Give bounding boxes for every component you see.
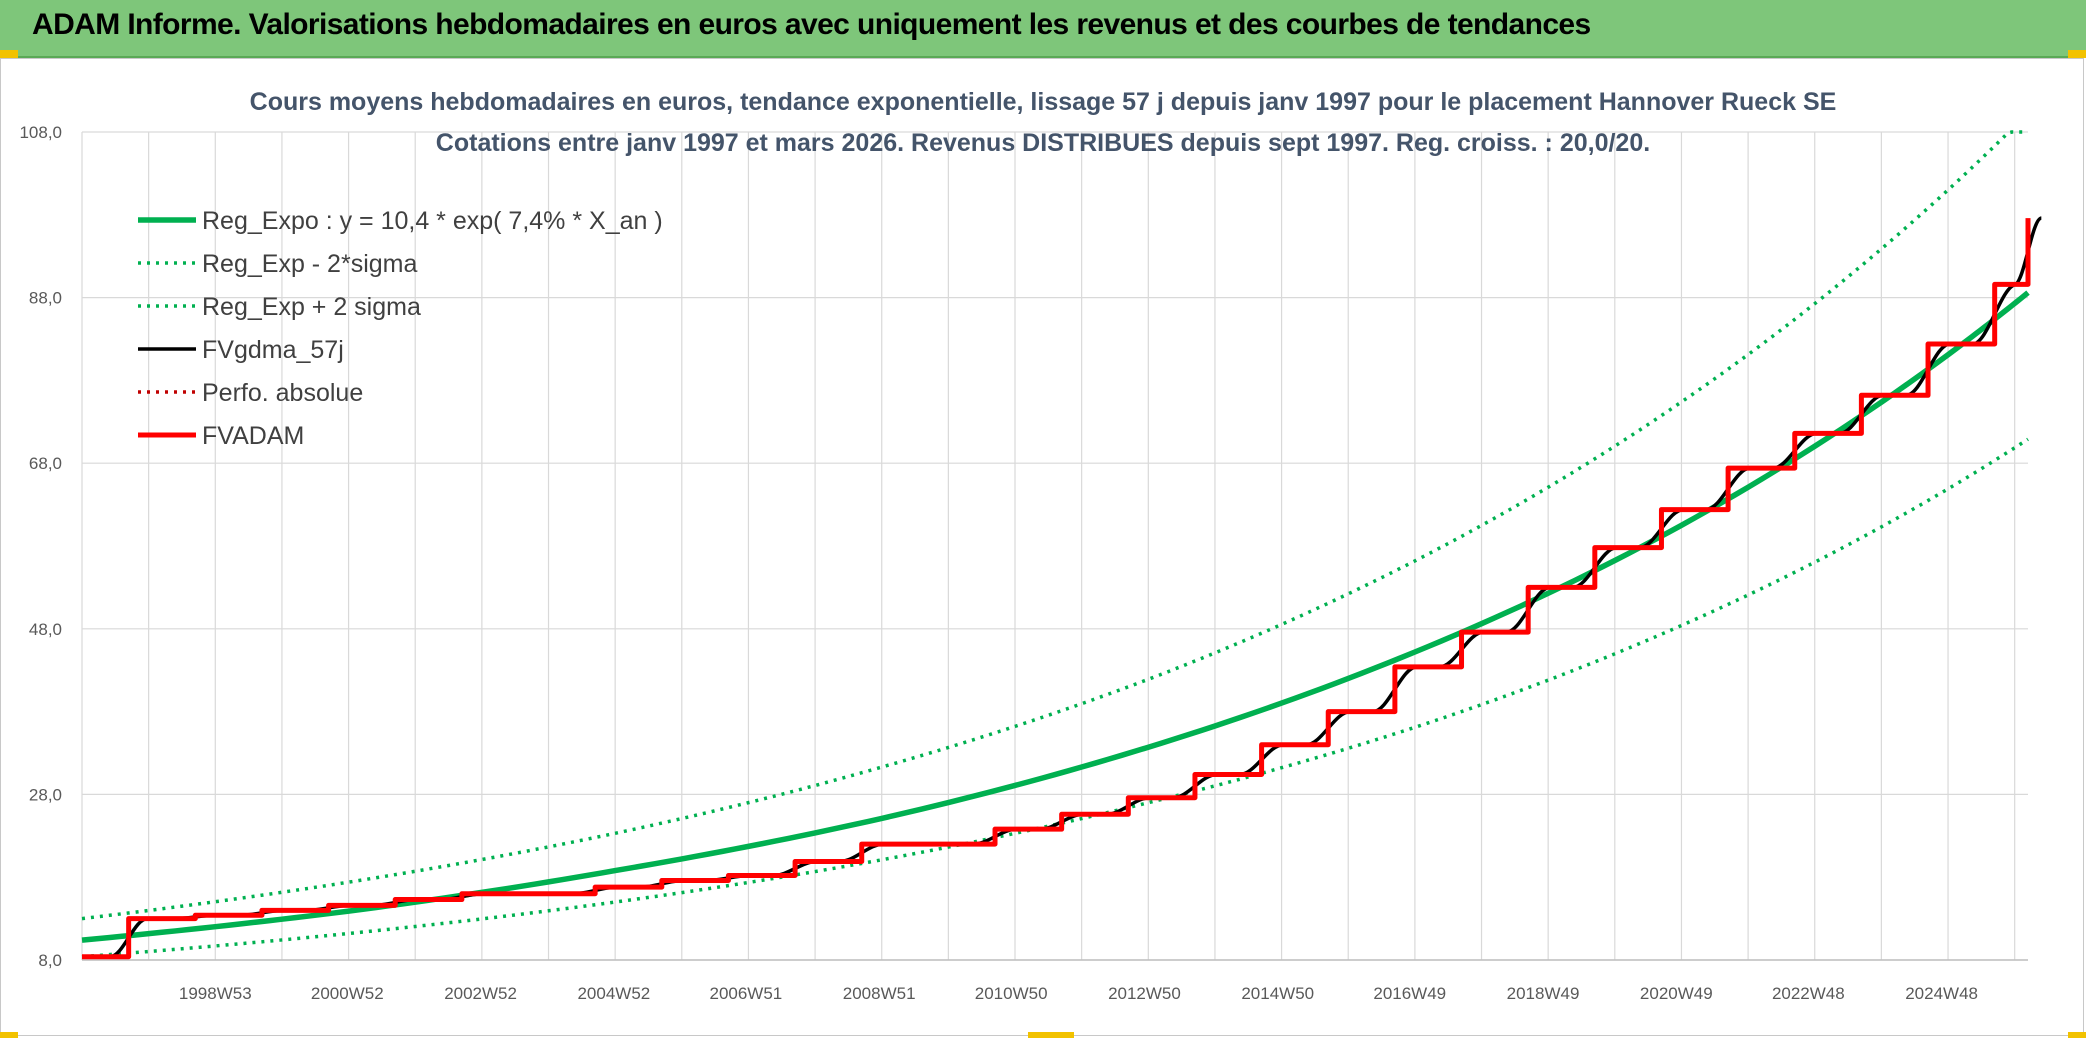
- series-line: [82, 216, 2043, 959]
- chart-title: Cours moyens hebdomadaires en euros, ten…: [250, 88, 1837, 116]
- x-tick-label: 2004W52: [577, 984, 650, 1003]
- y-tick-label: 108,0: [19, 123, 62, 142]
- legend-label: FVADAM: [202, 422, 304, 450]
- x-tick-label: 2014W50: [1241, 984, 1314, 1003]
- x-tick-label: 2008W51: [843, 984, 916, 1003]
- x-tick-label: 2016W49: [1373, 984, 1446, 1003]
- legend-label: Reg_Exp + 2 sigma: [202, 293, 421, 321]
- report-title: ADAM Informe. Valorisations hebdomadaire…: [32, 8, 1591, 41]
- legend-label: Perfo. absolue: [202, 379, 363, 407]
- chart-subtitle: Cotations entre janv 1997 et mars 2026. …: [436, 129, 1650, 157]
- y-tick-label: 28,0: [29, 785, 62, 804]
- x-tick-label: 1998W53: [179, 984, 252, 1003]
- y-tick-label: 8,0: [38, 951, 62, 970]
- x-tick-label: 2002W52: [444, 984, 517, 1003]
- bottom-mark-right: [2068, 1032, 2086, 1038]
- x-tick-label: 2018W49: [1507, 984, 1580, 1003]
- series-layer: [81, 130, 2043, 960]
- x-tick-label: 2000W52: [311, 984, 384, 1003]
- legend: Reg_Expo : y = 10,4 * exp( 7,4% * X_an )…: [138, 207, 663, 450]
- legend-label: Reg_Expo : y = 10,4 * exp( 7,4% * X_an ): [202, 207, 663, 235]
- x-tick-label: 2010W50: [975, 984, 1048, 1003]
- series-line: [81, 290, 2030, 943]
- series-line: [82, 218, 2031, 960]
- x-tick-label: 2024W48: [1905, 984, 1978, 1003]
- legend-label: Reg_Exp - 2*sigma: [202, 250, 417, 278]
- x-tick-label: 2012W50: [1108, 984, 1181, 1003]
- y-tick-label: 68,0: [29, 454, 62, 473]
- x-tick-label: 2020W49: [1640, 984, 1713, 1003]
- y-tick-label: 88,0: [29, 289, 62, 308]
- legend-label: FVgdma_57j: [202, 336, 344, 364]
- y-axis-ticks: 8,0 28,0 48,0 68,0 88,0 108,0: [19, 123, 62, 970]
- report-banner: ADAM Informe. Valorisations hebdomadaire…: [0, 0, 2086, 58]
- y-tick-label: 48,0: [29, 620, 62, 639]
- bottom-mark-left: [0, 1032, 18, 1038]
- x-tick-label: 2022W48: [1772, 984, 1845, 1003]
- series-line: [81, 437, 2029, 959]
- corner-mark-right: [2068, 50, 2086, 58]
- x-tick-label: 2006W51: [709, 984, 782, 1003]
- corner-mark-left: [0, 50, 18, 58]
- x-axis-ticks: 1998W53 2000W52 2002W52 2004W52 2006W51 2008W…: [179, 984, 1978, 1003]
- bottom-mark-center: [1028, 1032, 1074, 1038]
